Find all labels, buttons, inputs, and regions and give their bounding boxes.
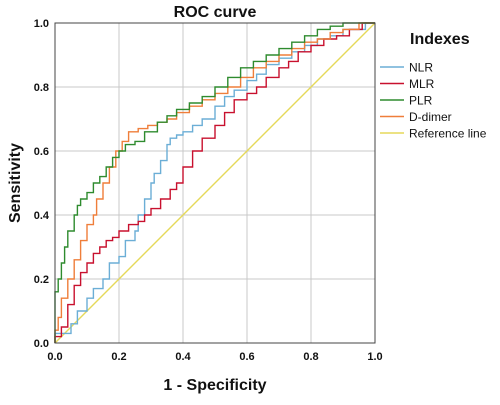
legend: NLR MLR PLR D-dimer Reference line [380,61,487,141]
legend-label: Reference line [409,127,487,141]
plot-frame [54,22,376,344]
series-line-plr [54,22,375,343]
x-tick-label: 1.0 [367,351,382,363]
x-axis-label: 1 - Specificity [163,377,266,394]
legend-label: NLR [409,61,433,75]
x-tick-label: 0.0 [47,351,62,363]
legend-label: MLR [409,77,435,91]
x-tick-label: 0.2 [111,351,126,363]
legend-label: PLR [409,94,433,108]
legend-title: Indexes [410,31,470,48]
y-tick-label: 0.6 [34,146,49,158]
y-tick-label: 0.8 [34,82,49,94]
legend-item-d-dimer: D-dimer [380,110,452,124]
legend-label: D-dimer [409,110,452,124]
y-tick-label: 1.0 [34,18,49,30]
y-tick-label: 0.0 [34,338,49,350]
series-line-reference-line [54,22,376,344]
series-lines [54,22,376,344]
x-tick-label: 0.8 [303,351,318,363]
tick-labels: 0.0 0.2 0.4 0.6 0.8 1.0 0.0 0.2 0.4 0.6 0.8 1.0 [34,18,383,363]
series-line-mlr [54,22,375,343]
legend-item-reference-line: Reference line [380,127,487,141]
legend-item-plr: PLR [380,94,433,108]
x-tick-label: 0.4 [175,351,191,363]
y-tick-label: 0.4 [34,210,50,222]
series-line-nlr [54,22,375,343]
y-tick-label: 0.2 [34,274,49,286]
legend-item-nlr: NLR [380,61,433,75]
y-axis-label: Sensitivity [7,143,24,223]
chart-title: ROC curve [174,4,257,21]
legend-item-mlr: MLR [380,77,435,91]
x-tick-label: 0.6 [239,351,254,363]
